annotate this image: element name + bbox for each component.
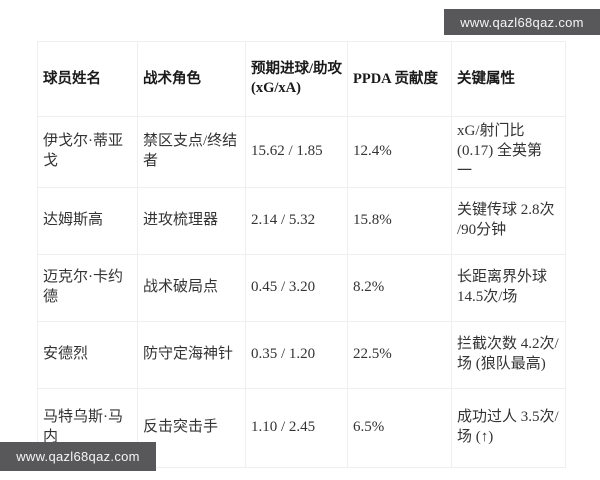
table-row: 达姆斯高 进攻梳理器 2.14 / 5.32 15.8% 关键传球 2.8次 /…: [37, 187, 566, 255]
cell-tactical-role: 禁区支点/终结者: [137, 116, 246, 188]
cell-xg-xa: 0.35 / 1.20: [245, 321, 348, 389]
cell-player-name: 伊戈尔·蒂亚戈: [37, 116, 138, 188]
cell-ppda: 12.4%: [347, 116, 452, 188]
header-key-attributes: 关键属性: [451, 41, 566, 117]
cell-key-attr: 拦截次数 4.2次/ 场 (狼队最高): [451, 321, 566, 389]
header-player-name: 球员姓名: [37, 41, 138, 117]
cell-tactical-role: 防守定海神针: [137, 321, 246, 389]
stats-table: 球员姓名 战术角色 预期进球/助攻 (xG/xA) PPDA 贡献度 关键属性 …: [37, 41, 566, 468]
cell-ppda: 8.2%: [347, 254, 452, 322]
cell-xg-xa: 15.62 / 1.85: [245, 116, 348, 188]
cell-ppda: 6.5%: [347, 388, 452, 468]
cell-player-name: 安德烈: [37, 321, 138, 389]
table-row: 伊戈尔·蒂亚戈 禁区支点/终结者 15.62 / 1.85 12.4% xG/射…: [37, 116, 566, 188]
cell-ppda: 15.8%: [347, 187, 452, 255]
header-tactical-role: 战术角色: [137, 41, 246, 117]
cell-key-attr: 长距离界外球 14.5次/场: [451, 254, 566, 322]
watermark-top: www.qazl68qaz.com: [444, 9, 600, 35]
header-xg-xa: 预期进球/助攻 (xG/xA): [245, 41, 348, 117]
table-row: 迈克尔·卡约德 战术破局点 0.45 / 3.20 8.2% 长距离界外球 14…: [37, 254, 566, 322]
header-row: 球员姓名 战术角色 预期进球/助攻 (xG/xA) PPDA 贡献度 关键属性: [37, 41, 566, 117]
table-row: 马特乌斯·马内 反击突击手 1.10 / 2.45 6.5% 成功过人 3.5次…: [37, 388, 566, 468]
cell-player-name: 迈克尔·卡约德: [37, 254, 138, 322]
table-row: 安德烈 防守定海神针 0.35 / 1.20 22.5% 拦截次数 4.2次/ …: [37, 321, 566, 389]
cell-player-name: 达姆斯高: [37, 187, 138, 255]
cell-xg-xa: 2.14 / 5.32: [245, 187, 348, 255]
cell-key-attr: 关键传球 2.8次 /90分钟: [451, 187, 566, 255]
cell-key-attr: xG/射门比 (0.17) 全英第 一: [451, 116, 566, 188]
cell-xg-xa: 1.10 / 2.45: [245, 388, 348, 468]
cell-tactical-role: 战术破局点: [137, 254, 246, 322]
cell-key-attr: 成功过人 3.5次/ 场 (↑): [451, 388, 566, 468]
header-ppda: PPDA 贡献度: [347, 41, 452, 117]
cell-xg-xa: 0.45 / 3.20: [245, 254, 348, 322]
watermark-bottom: www.qazl68qaz.com: [0, 442, 156, 471]
cell-ppda: 22.5%: [347, 321, 452, 389]
cell-tactical-role: 进攻梳理器: [137, 187, 246, 255]
